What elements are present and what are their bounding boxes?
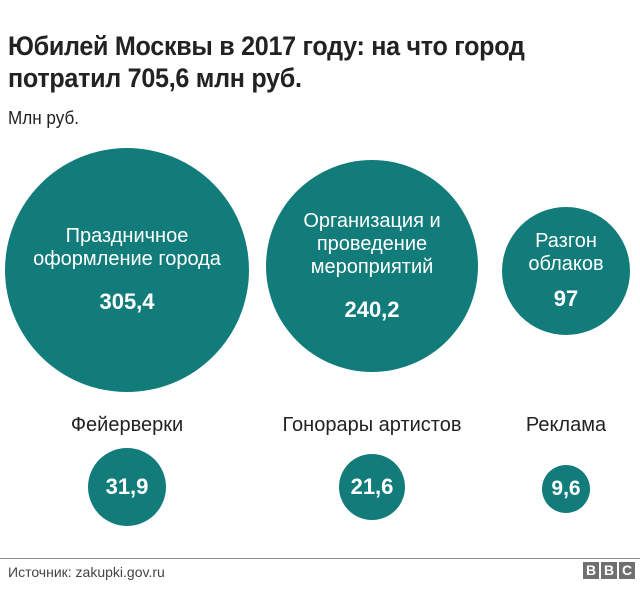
bubble-value: 31,9 <box>105 474 149 499</box>
bubble-events: Организация и проведение мероприятий 240… <box>266 160 478 372</box>
fireworks-label: Фейерверки <box>70 414 184 436</box>
bubble-cloud-seeding: Разгон облаков 97 <box>502 207 630 335</box>
advertising-label: Реклама <box>525 414 607 436</box>
bubble-label: Разгон облаков <box>528 230 604 275</box>
bbc-logo: B B C <box>583 562 635 579</box>
bubble-fireworks: 31,9 <box>88 448 166 526</box>
bubble-decoration: Праздничное оформление города 305,4 <box>5 148 249 392</box>
chart-title: Юбилей Москвы в 2017 году: на что город … <box>8 31 525 93</box>
artist-fees-label: Гонорары артистов <box>282 414 462 436</box>
bbc-logo-letter: B <box>583 562 599 579</box>
bubble-value: 97 <box>553 286 579 311</box>
bubble-label: Праздничное оформление города <box>33 225 221 270</box>
bubble-value: 240,2 <box>344 296 400 322</box>
bubble-artist-fees: 21,6 <box>339 454 405 520</box>
bubble-advertising: 9,6 <box>542 465 590 513</box>
bbc-logo-letter: B <box>601 562 617 579</box>
source-note: Источник: zakupki.gov.ru <box>8 564 165 580</box>
bubble-value: 305,4 <box>99 289 155 314</box>
bbc-logo-letter: C <box>619 562 635 579</box>
bubble-label: Организация и проведение мероприятий <box>303 209 441 278</box>
bubble-value: 9,6 <box>551 477 581 500</box>
bubble-value: 21,6 <box>350 474 394 499</box>
footer-divider <box>0 558 640 559</box>
unit-label: Млн руб. <box>8 108 80 128</box>
